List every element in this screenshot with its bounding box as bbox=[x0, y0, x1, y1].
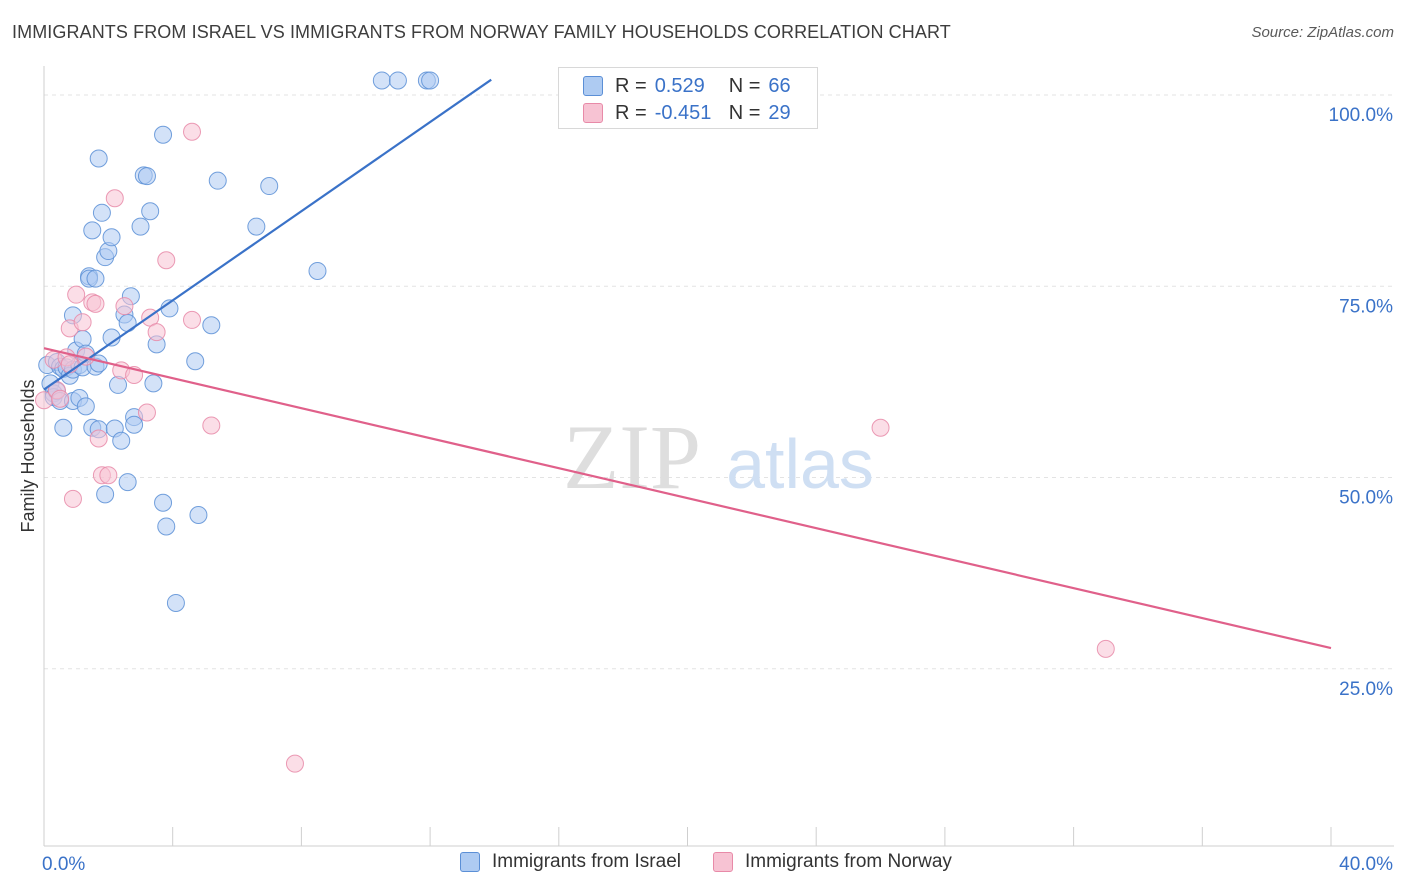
norway-data-point[interactable] bbox=[115, 297, 134, 316]
norway-data-point[interactable] bbox=[183, 122, 202, 141]
israel-data-point[interactable] bbox=[54, 418, 73, 437]
israel-swatch-icon bbox=[583, 76, 603, 96]
tick-labels: 25.0% 50.0% 75.0% 100.0% 0.0% 40.0% bbox=[42, 105, 1393, 875]
israel-data-point[interactable] bbox=[89, 149, 108, 168]
israel-r-value: 0.529 bbox=[654, 74, 705, 97]
legend-item-israel[interactable]: Immigrants from Israel bbox=[460, 851, 681, 873]
norway-data-point[interactable] bbox=[86, 294, 105, 313]
israel-data-point[interactable] bbox=[96, 485, 115, 504]
israel-data-point[interactable] bbox=[157, 517, 176, 536]
y-axis-label: Family Households bbox=[18, 379, 38, 532]
source-credit: Source: ZipAtlas.com bbox=[1251, 24, 1394, 41]
israel-data-point[interactable] bbox=[144, 374, 163, 393]
norway-legend-label: Immigrants from Norway bbox=[744, 851, 952, 872]
trend-lines bbox=[43, 78, 1332, 650]
x-tick-label-end: 40.0% bbox=[1339, 854, 1393, 875]
israel-data-point[interactable] bbox=[372, 71, 391, 90]
norway-r-value: -0.451 bbox=[654, 101, 712, 124]
norway-data-point[interactable] bbox=[157, 251, 176, 270]
israel-data-point[interactable] bbox=[118, 313, 137, 332]
norway-data-point[interactable] bbox=[202, 416, 221, 435]
x-tick-label-start: 0.0% bbox=[42, 854, 85, 875]
legend-item-norway[interactable]: Immigrants from Norway bbox=[712, 851, 952, 873]
israel-legend-label: Immigrants from Israel bbox=[492, 851, 681, 872]
israel-legend-swatch-icon bbox=[460, 852, 480, 872]
data-points bbox=[35, 71, 1115, 773]
israel-data-point[interactable] bbox=[102, 228, 121, 247]
norway-data-point[interactable] bbox=[89, 429, 108, 448]
norway-data-point[interactable] bbox=[137, 403, 156, 422]
israel-data-point[interactable] bbox=[154, 125, 173, 144]
norway-n-value: 29 bbox=[768, 101, 791, 124]
gridlines bbox=[44, 94, 1394, 670]
israel-data-point[interactable] bbox=[154, 493, 173, 512]
norway-legend-swatch-icon bbox=[712, 852, 733, 872]
legend-row-norway: R = -0.451 N = 29 bbox=[583, 101, 791, 125]
norway-data-point[interactable] bbox=[99, 466, 118, 485]
israel-data-point[interactable] bbox=[189, 505, 208, 524]
israel-data-point[interactable] bbox=[76, 397, 95, 416]
israel-data-point[interactable] bbox=[388, 71, 407, 90]
israel-data-point[interactable] bbox=[186, 352, 205, 371]
norway-swatch-icon bbox=[583, 103, 603, 123]
axes bbox=[43, 66, 1394, 847]
israel-data-point[interactable] bbox=[112, 431, 131, 450]
israel-data-point[interactable] bbox=[125, 415, 144, 434]
norway-data-point[interactable] bbox=[105, 189, 124, 208]
israel-data-point[interactable] bbox=[202, 316, 221, 335]
series-legend: Immigrants from Israel Immigrants from N… bbox=[460, 851, 984, 873]
israel-data-point[interactable] bbox=[166, 593, 185, 612]
norway-data-point[interactable] bbox=[1096, 639, 1115, 658]
correlation-legend: R = 0.529 N = 66 R = -0.451 N = 29 bbox=[558, 67, 818, 129]
watermark: ZIP atlas bbox=[563, 406, 874, 508]
norway-trend-line bbox=[43, 347, 1332, 650]
israel-data-point[interactable] bbox=[141, 202, 160, 221]
israel-trend-line bbox=[43, 78, 492, 391]
israel-data-point[interactable] bbox=[92, 203, 111, 222]
israel-n-label: N = bbox=[728, 74, 761, 97]
norway-data-point[interactable] bbox=[73, 313, 92, 332]
israel-data-point[interactable] bbox=[308, 261, 327, 280]
norway-data-point[interactable] bbox=[51, 389, 70, 408]
israel-data-point[interactable] bbox=[421, 71, 440, 90]
watermark-atlas: atlas bbox=[726, 425, 874, 503]
watermark-zip: ZIP bbox=[563, 406, 701, 508]
israel-data-point[interactable] bbox=[83, 221, 102, 240]
norway-data-point[interactable] bbox=[285, 754, 304, 773]
israel-data-point[interactable] bbox=[109, 375, 128, 394]
norway-data-point[interactable] bbox=[60, 355, 79, 374]
israel-data-point[interactable] bbox=[86, 269, 105, 288]
y-tick-label: 25.0% bbox=[1339, 679, 1393, 700]
norway-n-label: N = bbox=[728, 101, 761, 124]
y-tick-label: 50.0% bbox=[1339, 488, 1393, 509]
norway-data-point[interactable] bbox=[183, 310, 202, 329]
legend-row-israel: R = 0.529 N = 66 bbox=[583, 74, 791, 98]
norway-data-point[interactable] bbox=[147, 323, 166, 342]
israel-data-point[interactable] bbox=[131, 217, 150, 236]
israel-data-point[interactable] bbox=[260, 177, 279, 196]
chart-title: IMMIGRANTS FROM ISRAEL VS IMMIGRANTS FRO… bbox=[12, 22, 951, 42]
israel-data-point[interactable] bbox=[208, 171, 227, 190]
norway-data-point[interactable] bbox=[63, 489, 82, 508]
norway-data-point[interactable] bbox=[871, 418, 890, 437]
israel-n-value: 66 bbox=[768, 74, 791, 97]
y-tick-label: 75.0% bbox=[1339, 296, 1393, 317]
israel-data-point[interactable] bbox=[118, 473, 137, 492]
norway-r-label: R = bbox=[615, 101, 647, 124]
y-tick-label: 100.0% bbox=[1329, 105, 1394, 126]
israel-r-label: R = bbox=[615, 74, 647, 97]
norway-data-point[interactable] bbox=[67, 285, 86, 304]
israel-data-point[interactable] bbox=[137, 167, 156, 186]
israel-data-point[interactable] bbox=[247, 217, 266, 236]
